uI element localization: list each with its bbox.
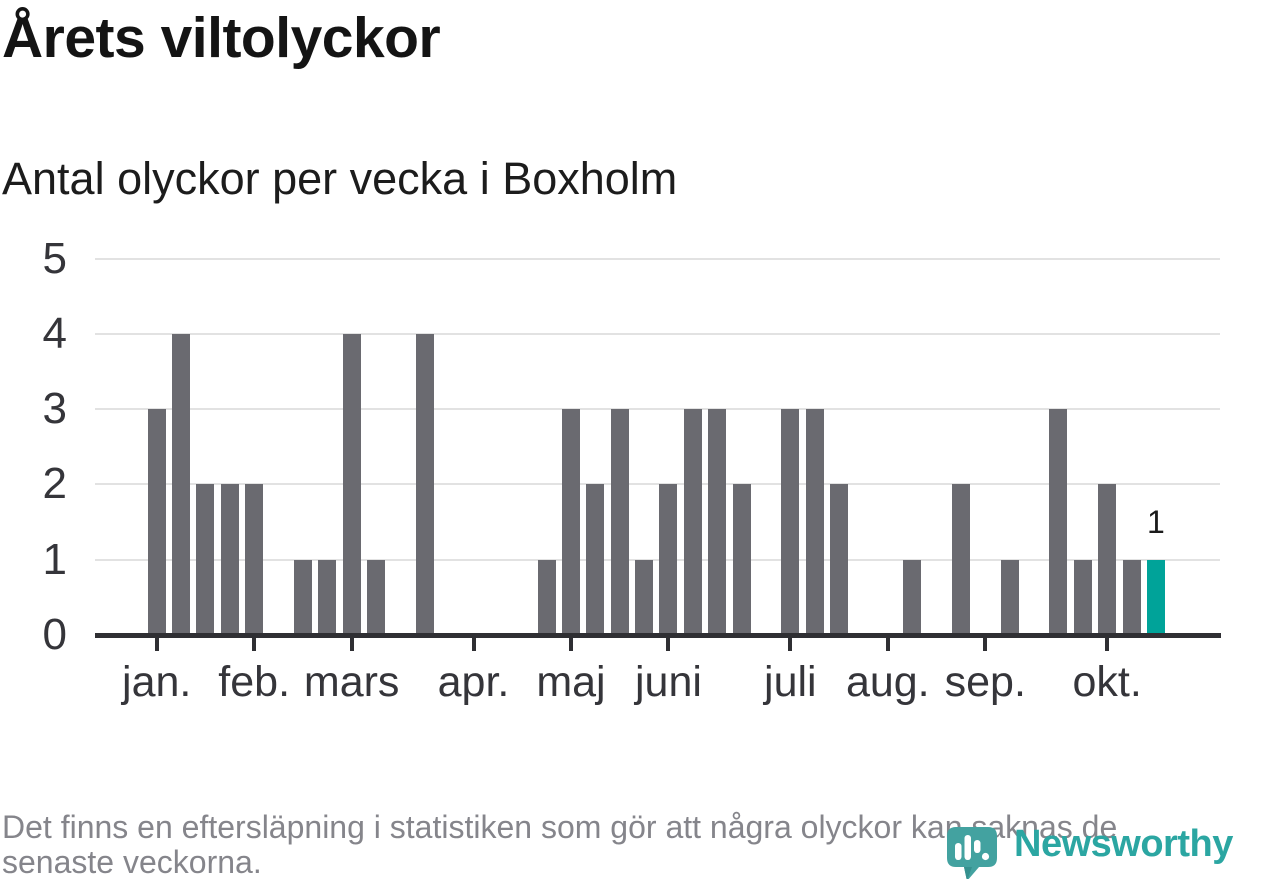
bar-week-18	[561, 409, 580, 635]
last-bar-value-label: 1	[1146, 504, 1165, 540]
bar-week-23	[683, 409, 702, 635]
bar-week-20	[610, 409, 629, 635]
brand-name: Newsworthy	[1014, 823, 1233, 865]
x-axis-label-juli: juli	[764, 658, 817, 706]
x-axis-tick	[666, 638, 671, 651]
bar-week-29	[830, 484, 849, 635]
gridline	[95, 408, 1220, 411]
x-axis-label-maj: maj	[536, 658, 606, 706]
bar-week-36	[1000, 559, 1019, 635]
x-axis-tick	[1105, 638, 1110, 651]
x-axis-tick	[349, 638, 354, 651]
x-axis-label-apr: apr.	[437, 658, 510, 706]
bar-week-7	[293, 559, 312, 635]
bar-week-42	[1146, 559, 1165, 635]
bar-week-41	[1122, 559, 1141, 635]
bar-week-39	[1073, 559, 1092, 635]
x-axis-label-feb: feb.	[218, 658, 291, 706]
x-axis-label-juni: juni	[635, 658, 702, 706]
x-axis-tick	[788, 638, 793, 651]
bar-week-19	[586, 484, 605, 635]
bar-week-25	[732, 484, 751, 635]
y-axis-label: 3	[42, 384, 67, 434]
y-axis-label: 5	[42, 233, 67, 283]
gridline	[95, 332, 1220, 335]
bar-week-21	[635, 559, 654, 635]
bar-week-17	[537, 559, 556, 635]
x-axis-line	[95, 633, 1221, 638]
bar-week-24	[708, 409, 727, 635]
gridline	[95, 483, 1220, 486]
bar-week-2	[172, 333, 191, 635]
y-axis-label: 2	[42, 459, 67, 509]
bar-week-38	[1049, 409, 1068, 635]
x-axis-label-jan: jan.	[122, 658, 192, 706]
x-axis-tick	[252, 638, 257, 651]
bar-week-22	[659, 484, 678, 635]
x-axis-tick	[471, 638, 476, 651]
gridline	[95, 257, 1220, 260]
x-axis-label-okt: okt.	[1072, 658, 1142, 706]
x-axis-tick	[154, 638, 159, 651]
bar-week-10	[367, 559, 386, 635]
newsworthy-logo: Newsworthy	[946, 820, 1262, 879]
chart-title: Årets viltolyckor	[2, 6, 441, 70]
bar-week-34	[951, 484, 970, 635]
bar-week-27	[781, 409, 800, 635]
chart-subtitle: Antal olyckor per vecka i Boxholm	[2, 153, 678, 204]
x-axis-tick	[568, 638, 573, 651]
y-axis-label: 0	[42, 610, 67, 659]
bar-week-9	[342, 333, 361, 635]
footnote: Det finns en eftersläpning i statistiken…	[2, 810, 1258, 879]
x-axis-tick	[983, 638, 988, 651]
x-axis-label-aug: aug.	[845, 658, 930, 706]
footnote-line-1: Det finns en eftersläpning i statistiken…	[2, 809, 1118, 845]
bar-week-40	[1098, 484, 1117, 635]
gridline	[95, 558, 1220, 561]
bar-week-32	[903, 559, 922, 635]
bar-week-3	[196, 484, 215, 635]
bar-week-4	[220, 484, 239, 635]
bar-week-28	[805, 409, 824, 635]
footnote-line-2: senaste veckorna.	[2, 844, 262, 879]
y-axis-label: 4	[42, 308, 67, 358]
bar-week-1	[147, 409, 166, 635]
y-axis-label: 1	[42, 534, 67, 584]
bar-week-5	[245, 484, 264, 635]
x-axis-tick	[885, 638, 890, 651]
x-axis-label-sep: sep.	[944, 658, 1026, 706]
bar-week-12	[415, 333, 434, 635]
newsworthy-icon	[947, 827, 997, 879]
bar-week-8	[318, 559, 337, 635]
x-axis-label-mars: mars	[303, 658, 400, 706]
